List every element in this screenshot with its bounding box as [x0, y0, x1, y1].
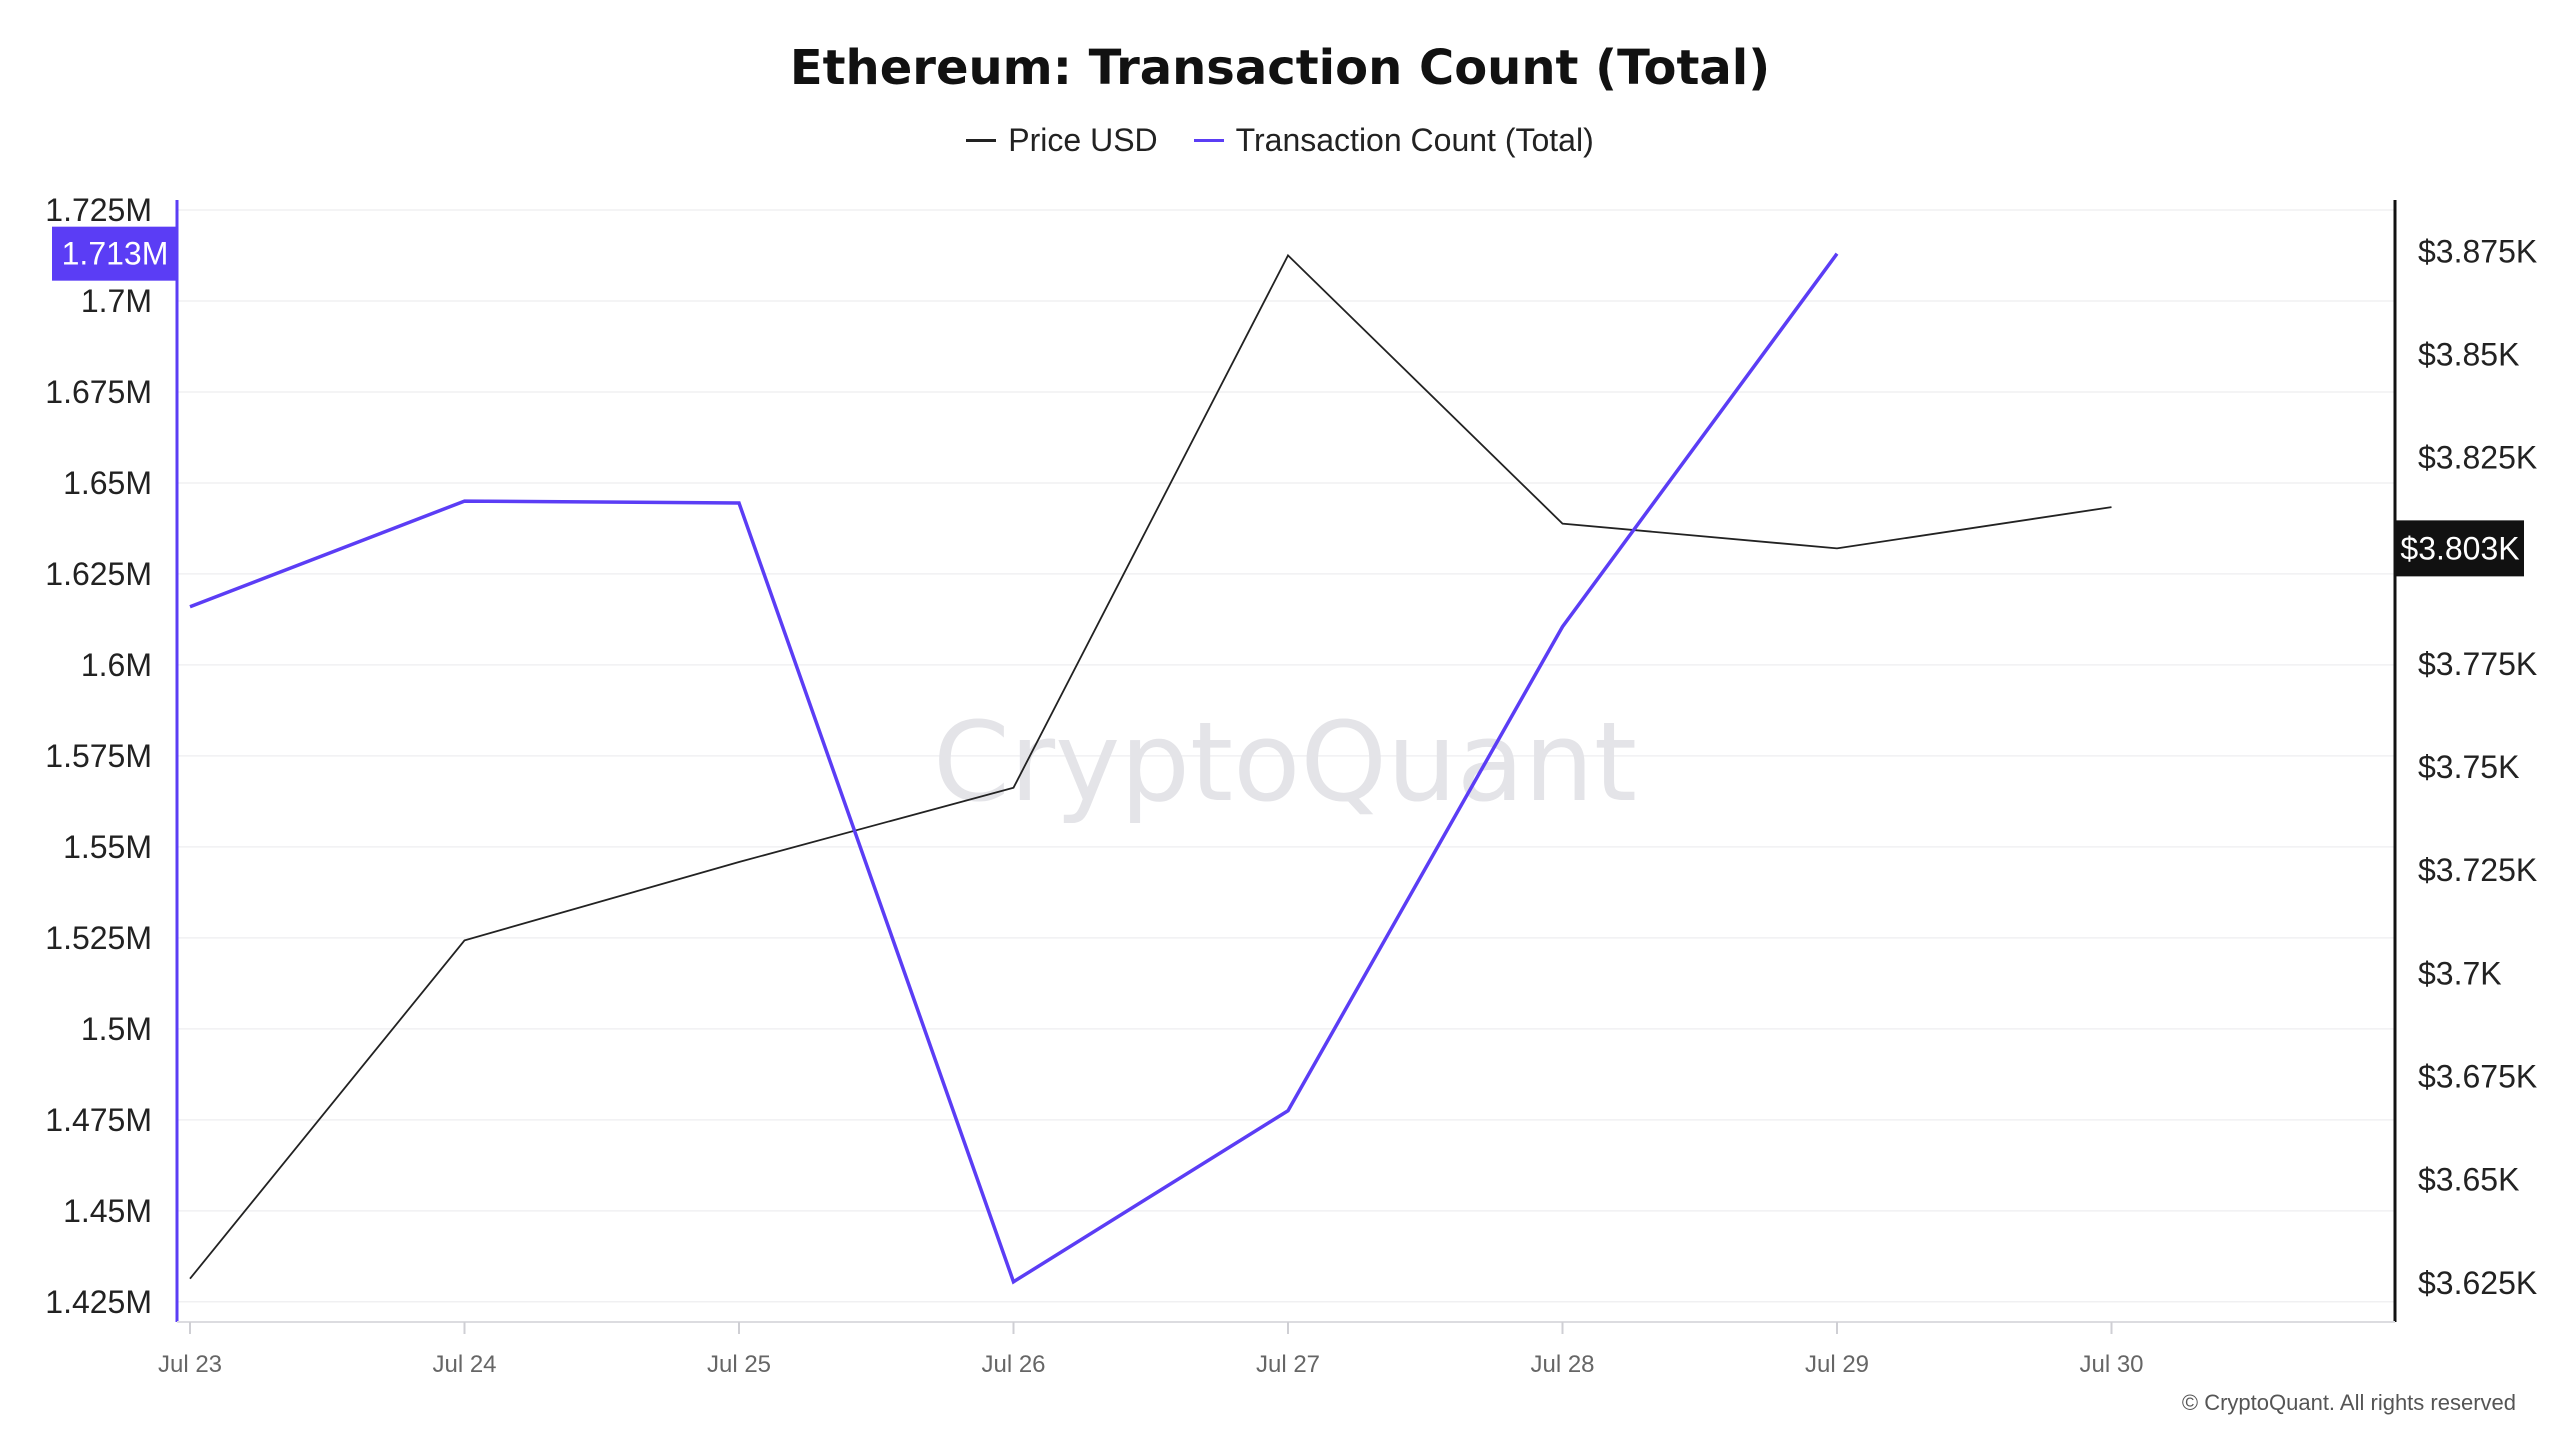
right-axis-tick-label: $3.7K: [2418, 955, 2502, 991]
legend-swatch-transaction-count: [1193, 139, 1224, 142]
left-axis-tick-label: 1.5M: [81, 1011, 152, 1047]
right-axis-ticks: $3.625K $3.65K $3.675K $3.7K $3.725K $3.75K $3…: [2418, 233, 2537, 1301]
right-axis-tick-label: $3.75K: [2418, 749, 2519, 785]
series-lines: [189, 252, 2112, 1285]
left-axis-tick-label: 1.7M: [81, 283, 152, 319]
left-axis-tick-label: 1.6M: [81, 647, 152, 683]
legend-swatch-price: [966, 139, 997, 142]
legend-label-transaction-count: Transaction Count (Total): [1235, 122, 1594, 158]
legend-item-price[interactable]: Price USD: [966, 122, 1158, 159]
left-axis-tick-label: 1.675M: [45, 374, 152, 410]
right-axis-tick-label: $3.85K: [2418, 336, 2519, 372]
x-axis-tick-label: Jul 24: [432, 1351, 496, 1378]
right-axis-tick-label: $3.675K: [2418, 1059, 2537, 1095]
legend-label-price: Price USD: [1008, 122, 1158, 158]
right-axis-tick-label: $3.65K: [2418, 1162, 2519, 1198]
left-axis-tick-label: 1.525M: [45, 920, 152, 956]
left-axis-tick-label: 1.625M: [45, 556, 152, 592]
x-axis-tick-label: Jul 26: [981, 1351, 1045, 1378]
x-axis-tick-label: Jul 28: [1530, 1351, 1594, 1378]
right-axis-tick-label: $3.875K: [2418, 233, 2537, 269]
x-axis-ticks: Jul 23 Jul 24 Jul 25 Jul 26 Jul 27 Jul 28 Jul …: [158, 1322, 2144, 1378]
legend-item-transaction-count[interactable]: Transaction Count (Total): [1193, 122, 1594, 159]
left-axis-tick-label: 1.425M: [45, 1284, 152, 1320]
axes: [175, 200, 2397, 1323]
right-axis-tick-label: $3.775K: [2418, 646, 2537, 682]
copyright-notice: © CryptoQuant. All rights reserved: [2181, 1390, 2516, 1415]
left-axis-current-badge: [52, 226, 178, 281]
x-axis-tick-label: Jul 25: [707, 1351, 771, 1378]
right-axis-tick-label: $3.625K: [2418, 1265, 2537, 1301]
left-axis-current-value: 1.713M: [62, 236, 169, 272]
chart-title: Ethereum: Transaction Count (Total): [789, 40, 1771, 96]
left-axis-ticks: 1.425M 1.45M 1.475M 1.5M 1.525M 1.55M 1.575M 1.…: [45, 192, 152, 1320]
x-axis-tick-label: Jul 30: [2079, 1351, 2143, 1378]
left-axis-tick-label: 1.725M: [45, 192, 152, 228]
x-axis-tick-label: Jul 29: [1805, 1351, 1869, 1378]
watermark-text: CryptoQuant: [933, 698, 1637, 826]
gridlines: [177, 209, 2395, 1303]
left-axis-tick-label: 1.65M: [63, 465, 152, 501]
left-axis-tick-label: 1.45M: [63, 1193, 152, 1229]
value-badges: 1.713M $3.803K: [52, 226, 2524, 577]
right-axis-current-badge: [2396, 520, 2524, 577]
x-axis-tick-label: Jul 27: [1256, 1351, 1320, 1378]
right-axis-tick-label: $3.825K: [2418, 440, 2537, 476]
series-line-price-usd: [189, 253, 2112, 1280]
left-axis-tick-label: 1.475M: [45, 1102, 152, 1138]
left-axis-tick-label: 1.575M: [45, 738, 152, 774]
right-axis-current-value: $3.803K: [2400, 530, 2519, 566]
legend: Price USD Transaction Count (Total): [0, 122, 2560, 159]
series-line-transaction-count: [189, 252, 1839, 1285]
right-axis-tick-label: $3.725K: [2418, 852, 2537, 888]
x-axis-tick-label: Jul 23: [158, 1351, 222, 1378]
left-axis-tick-label: 1.55M: [63, 829, 152, 865]
